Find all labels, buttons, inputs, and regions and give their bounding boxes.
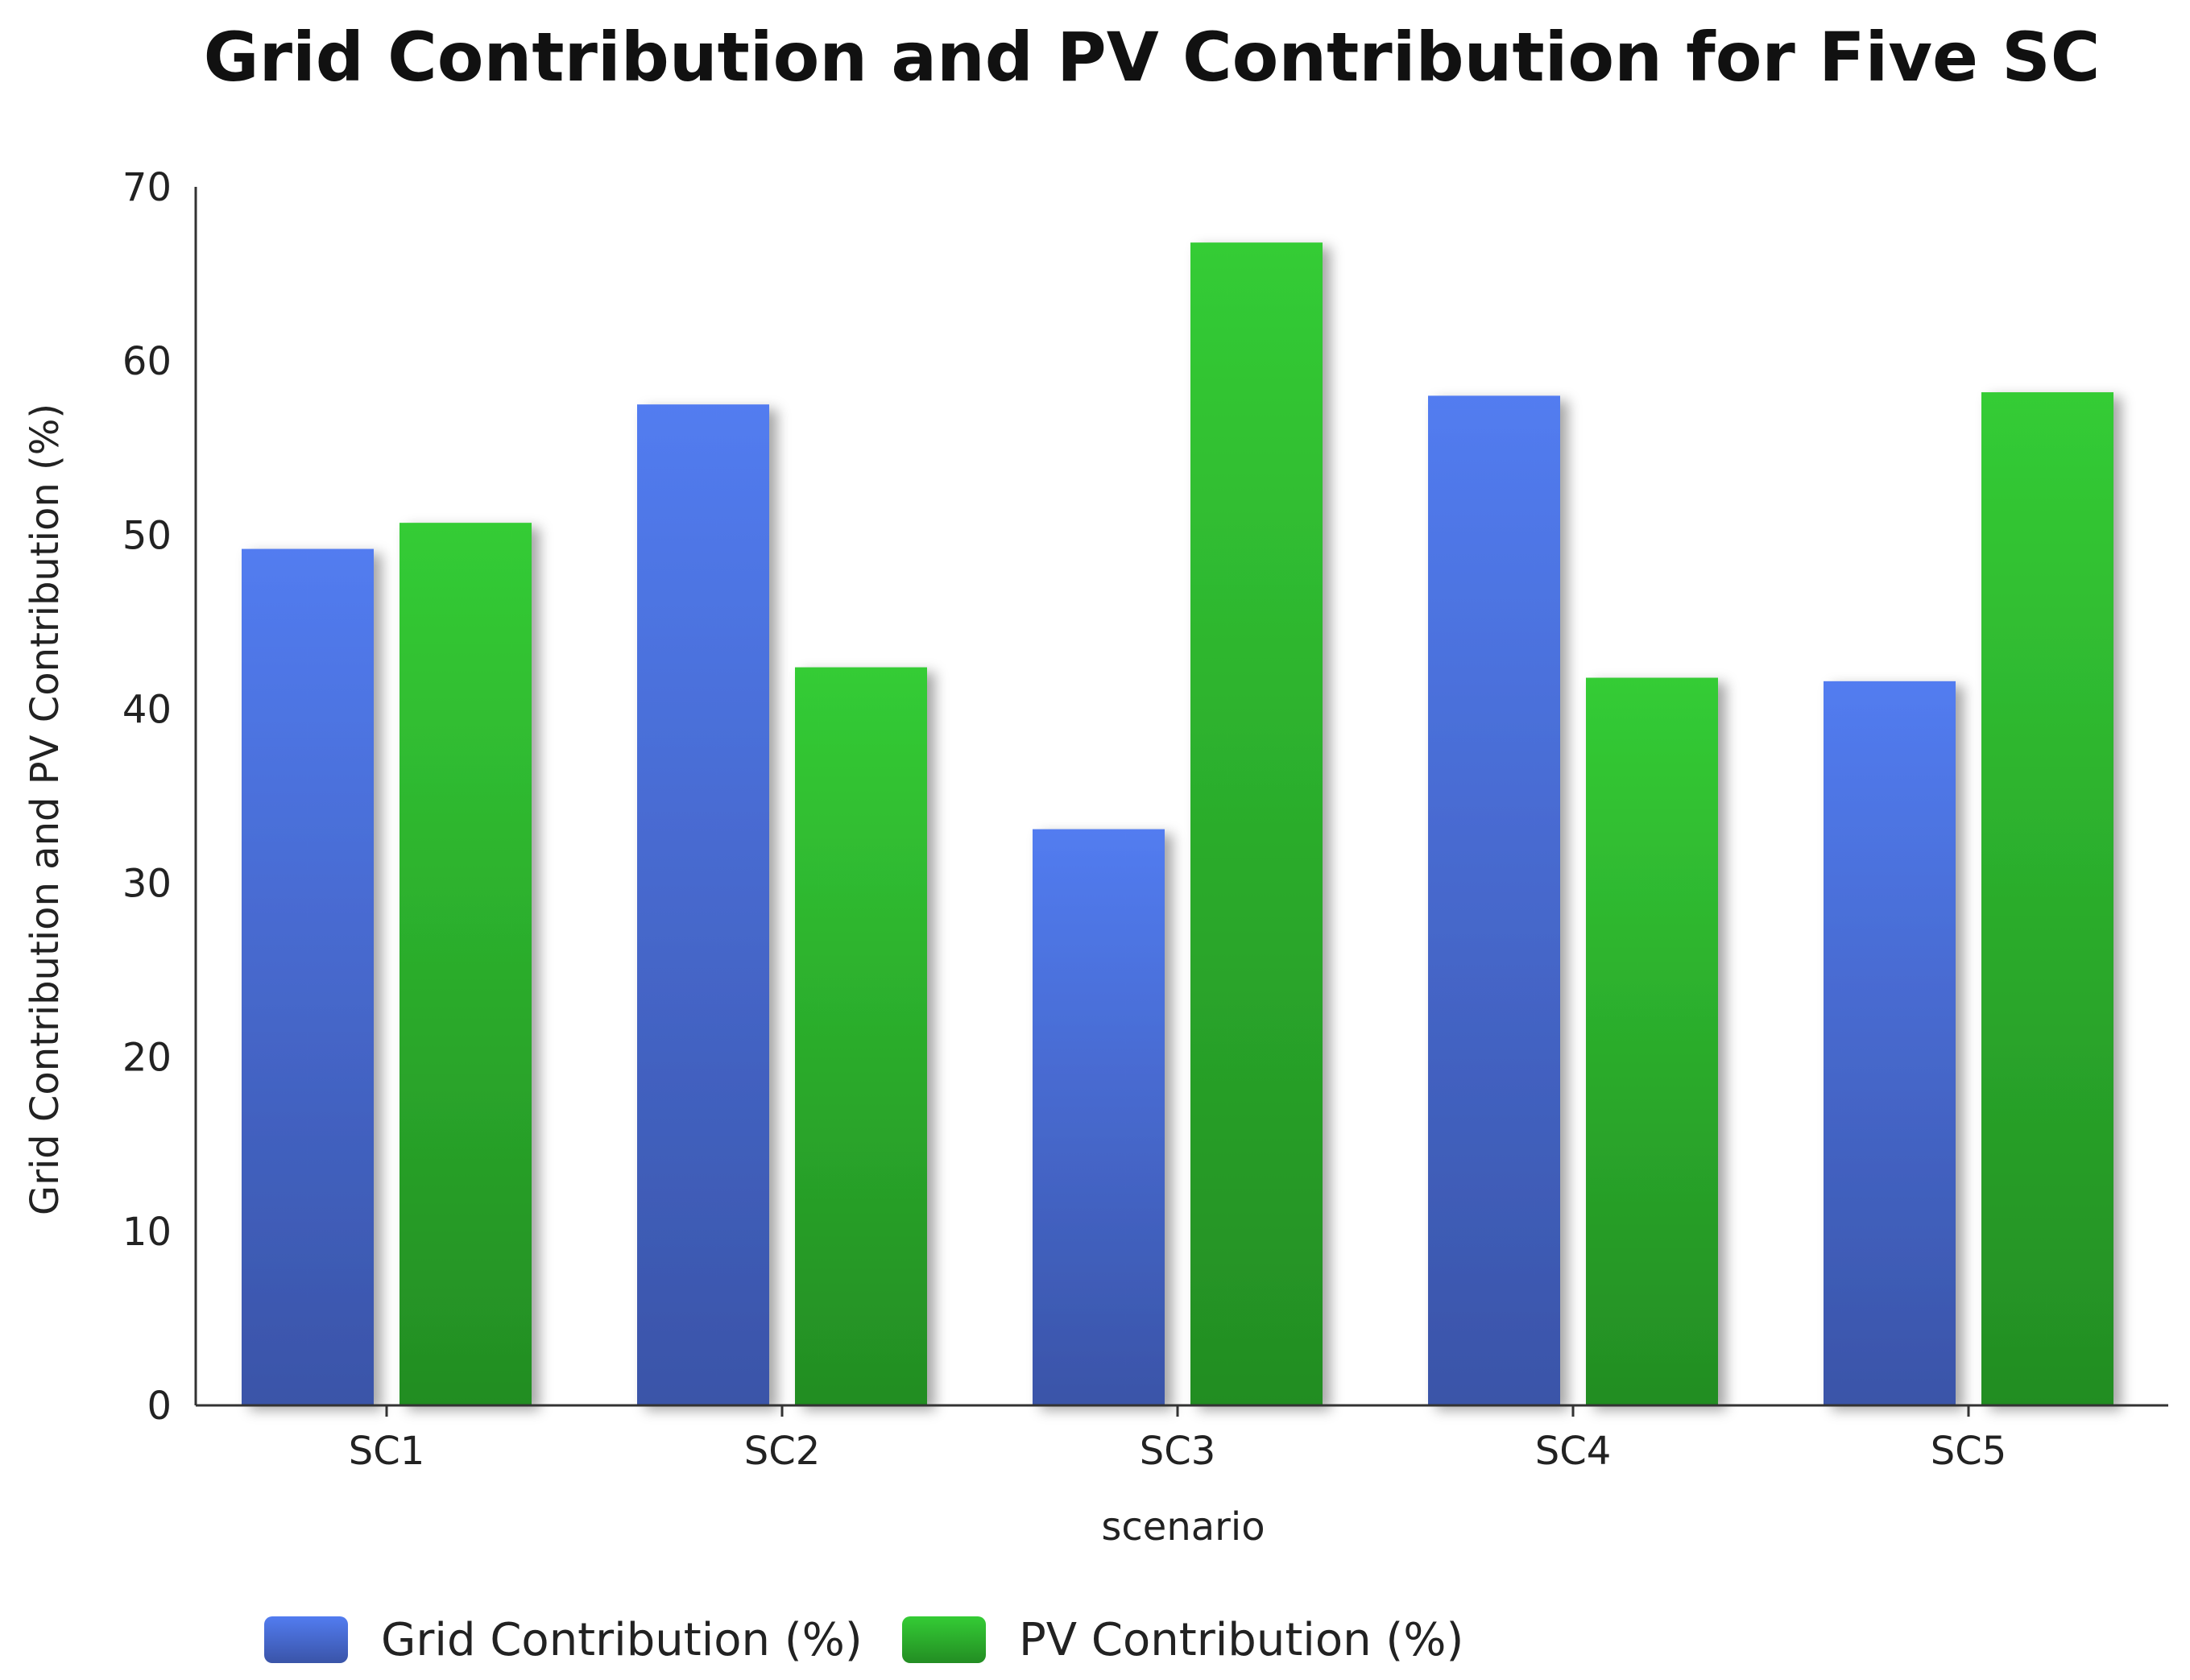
bar-sc2-series-2 [795,667,927,1405]
y-tick-label: 50 [122,513,172,558]
y-tick-label: 0 [147,1384,172,1429]
bar-sc2-series-1 [637,404,769,1405]
x-tick-label: SC1 [349,1429,425,1474]
bar-sc3-series-1 [1033,829,1165,1405]
y-tick-label: 30 [122,862,172,907]
x-tick-label: SC4 [1535,1429,1612,1474]
bar-sc1-series-2 [399,523,532,1405]
chart-title: Grid Contribution and PV Contribution fo… [204,18,2101,97]
y-tick-label: 10 [122,1210,172,1255]
y-tick-label: 40 [122,687,172,732]
x-axis-label: scenario [1101,1504,1265,1550]
bar-sc5-series-2 [1981,392,2113,1405]
x-tick-label: SC2 [744,1429,821,1474]
x-tick-label: SC5 [1931,1429,2007,1474]
bar-sc3-series-2 [1190,242,1323,1405]
legend-swatch-series-1 [264,1616,348,1663]
bar-sc1-series-1 [242,548,374,1405]
legend-label-series-2: PV Contribution (%) [1019,1614,1463,1666]
legend-label-series-1: Grid Contribution (%) [381,1614,863,1666]
x-axis-ticks: SC1 SC2 SC3 SC4 SC5 [349,1405,2007,1474]
legend: Grid Contribution (%) PV Contribution (%) [264,1614,1463,1666]
bars [242,242,2113,1405]
bar-sc4-series-1 [1428,395,1560,1405]
y-tick-label: 70 [122,165,172,210]
y-tick-label: 60 [122,339,172,384]
bar-sc4-series-2 [1586,677,1718,1405]
y-tick-label: 20 [122,1036,172,1081]
bar-sc5-series-1 [1824,681,1956,1405]
y-axis-ticks: 0 10 20 30 40 50 60 70 [122,165,172,1429]
x-tick-label: SC3 [1140,1429,1216,1474]
y-axis-label: Grid Contribution and PV Contribution (%… [23,403,68,1215]
legend-swatch-series-2 [902,1616,986,1663]
